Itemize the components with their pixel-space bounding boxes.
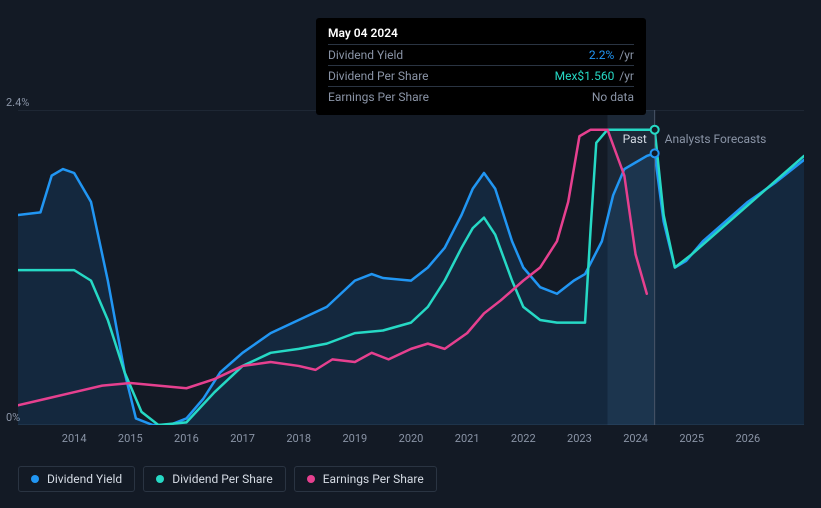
legend-item-dividend_yield[interactable]: Dividend Yield: [18, 466, 135, 492]
past-label: Past: [623, 132, 647, 146]
legend-item-label: Earnings Per Share: [323, 472, 424, 486]
x-axis-tick: 2025: [679, 432, 704, 445]
x-axis-tick: 2020: [399, 432, 424, 445]
chart-plot[interactable]: [18, 110, 804, 425]
legend-item-earnings_per_share[interactable]: Earnings Per Share: [294, 466, 437, 492]
tooltip-row-value: 2.2%: [589, 48, 614, 62]
legend-dot-icon: [307, 475, 315, 483]
tooltip-row-value: Mex$1.560: [555, 69, 615, 83]
x-axis-tick: 2018: [286, 432, 311, 445]
x-axis-tick: 2014: [62, 432, 87, 445]
x-axis-tick: 2017: [230, 432, 255, 445]
legend-item-label: Dividend Per Share: [172, 472, 273, 486]
chart-tooltip: May 04 2024 Dividend Yield2.2% /yrDivide…: [316, 18, 646, 115]
tooltip-row: Dividend Per Share Mex$1.560 /yr: [328, 66, 634, 87]
tooltip-row: Dividend Yield 2.2% /yr: [328, 45, 634, 66]
x-axis-tick: 2016: [174, 432, 199, 445]
cursor-marker-dividend_per_share: [651, 126, 659, 134]
legend-item-label: Dividend Yield: [47, 472, 122, 486]
x-axis-tick: 2022: [511, 432, 536, 445]
x-axis-tick: 2021: [455, 432, 480, 445]
tooltip-row-label: Earnings Per Share: [328, 90, 429, 104]
x-axis-tick: 2019: [342, 432, 367, 445]
tooltip-row-unit: /yr: [616, 48, 634, 62]
x-axis-tick: 2023: [567, 432, 592, 445]
tooltip-row-label: Dividend Per Share: [328, 69, 429, 83]
x-axis: 2014 2015 2016 2017 2018 2019 2020 2021 2022 2023…: [18, 432, 804, 452]
tooltip-row-unit: /yr: [616, 69, 634, 83]
x-axis-tick: 2026: [735, 432, 760, 445]
tooltip-row: Earnings Per Share No data: [328, 87, 634, 107]
legend: Dividend Yield Dividend Per Share Earnings…: [18, 466, 437, 492]
legend-item-dividend_per_share[interactable]: Dividend Per Share: [143, 466, 286, 492]
tooltip-date: May 04 2024: [328, 26, 634, 45]
tooltip-row-value: No data: [592, 90, 634, 104]
x-axis-tick: 2015: [118, 432, 143, 445]
legend-dot-icon: [31, 475, 39, 483]
legend-dot-icon: [156, 475, 164, 483]
y-axis-tick-top: 2.4%: [6, 96, 29, 109]
analysts-forecasts-label: Analysts Forecasts: [665, 132, 767, 146]
x-axis-tick: 2024: [623, 432, 648, 445]
tooltip-row-label: Dividend Yield: [328, 48, 403, 62]
cursor-marker-dividend_yield: [651, 149, 659, 157]
